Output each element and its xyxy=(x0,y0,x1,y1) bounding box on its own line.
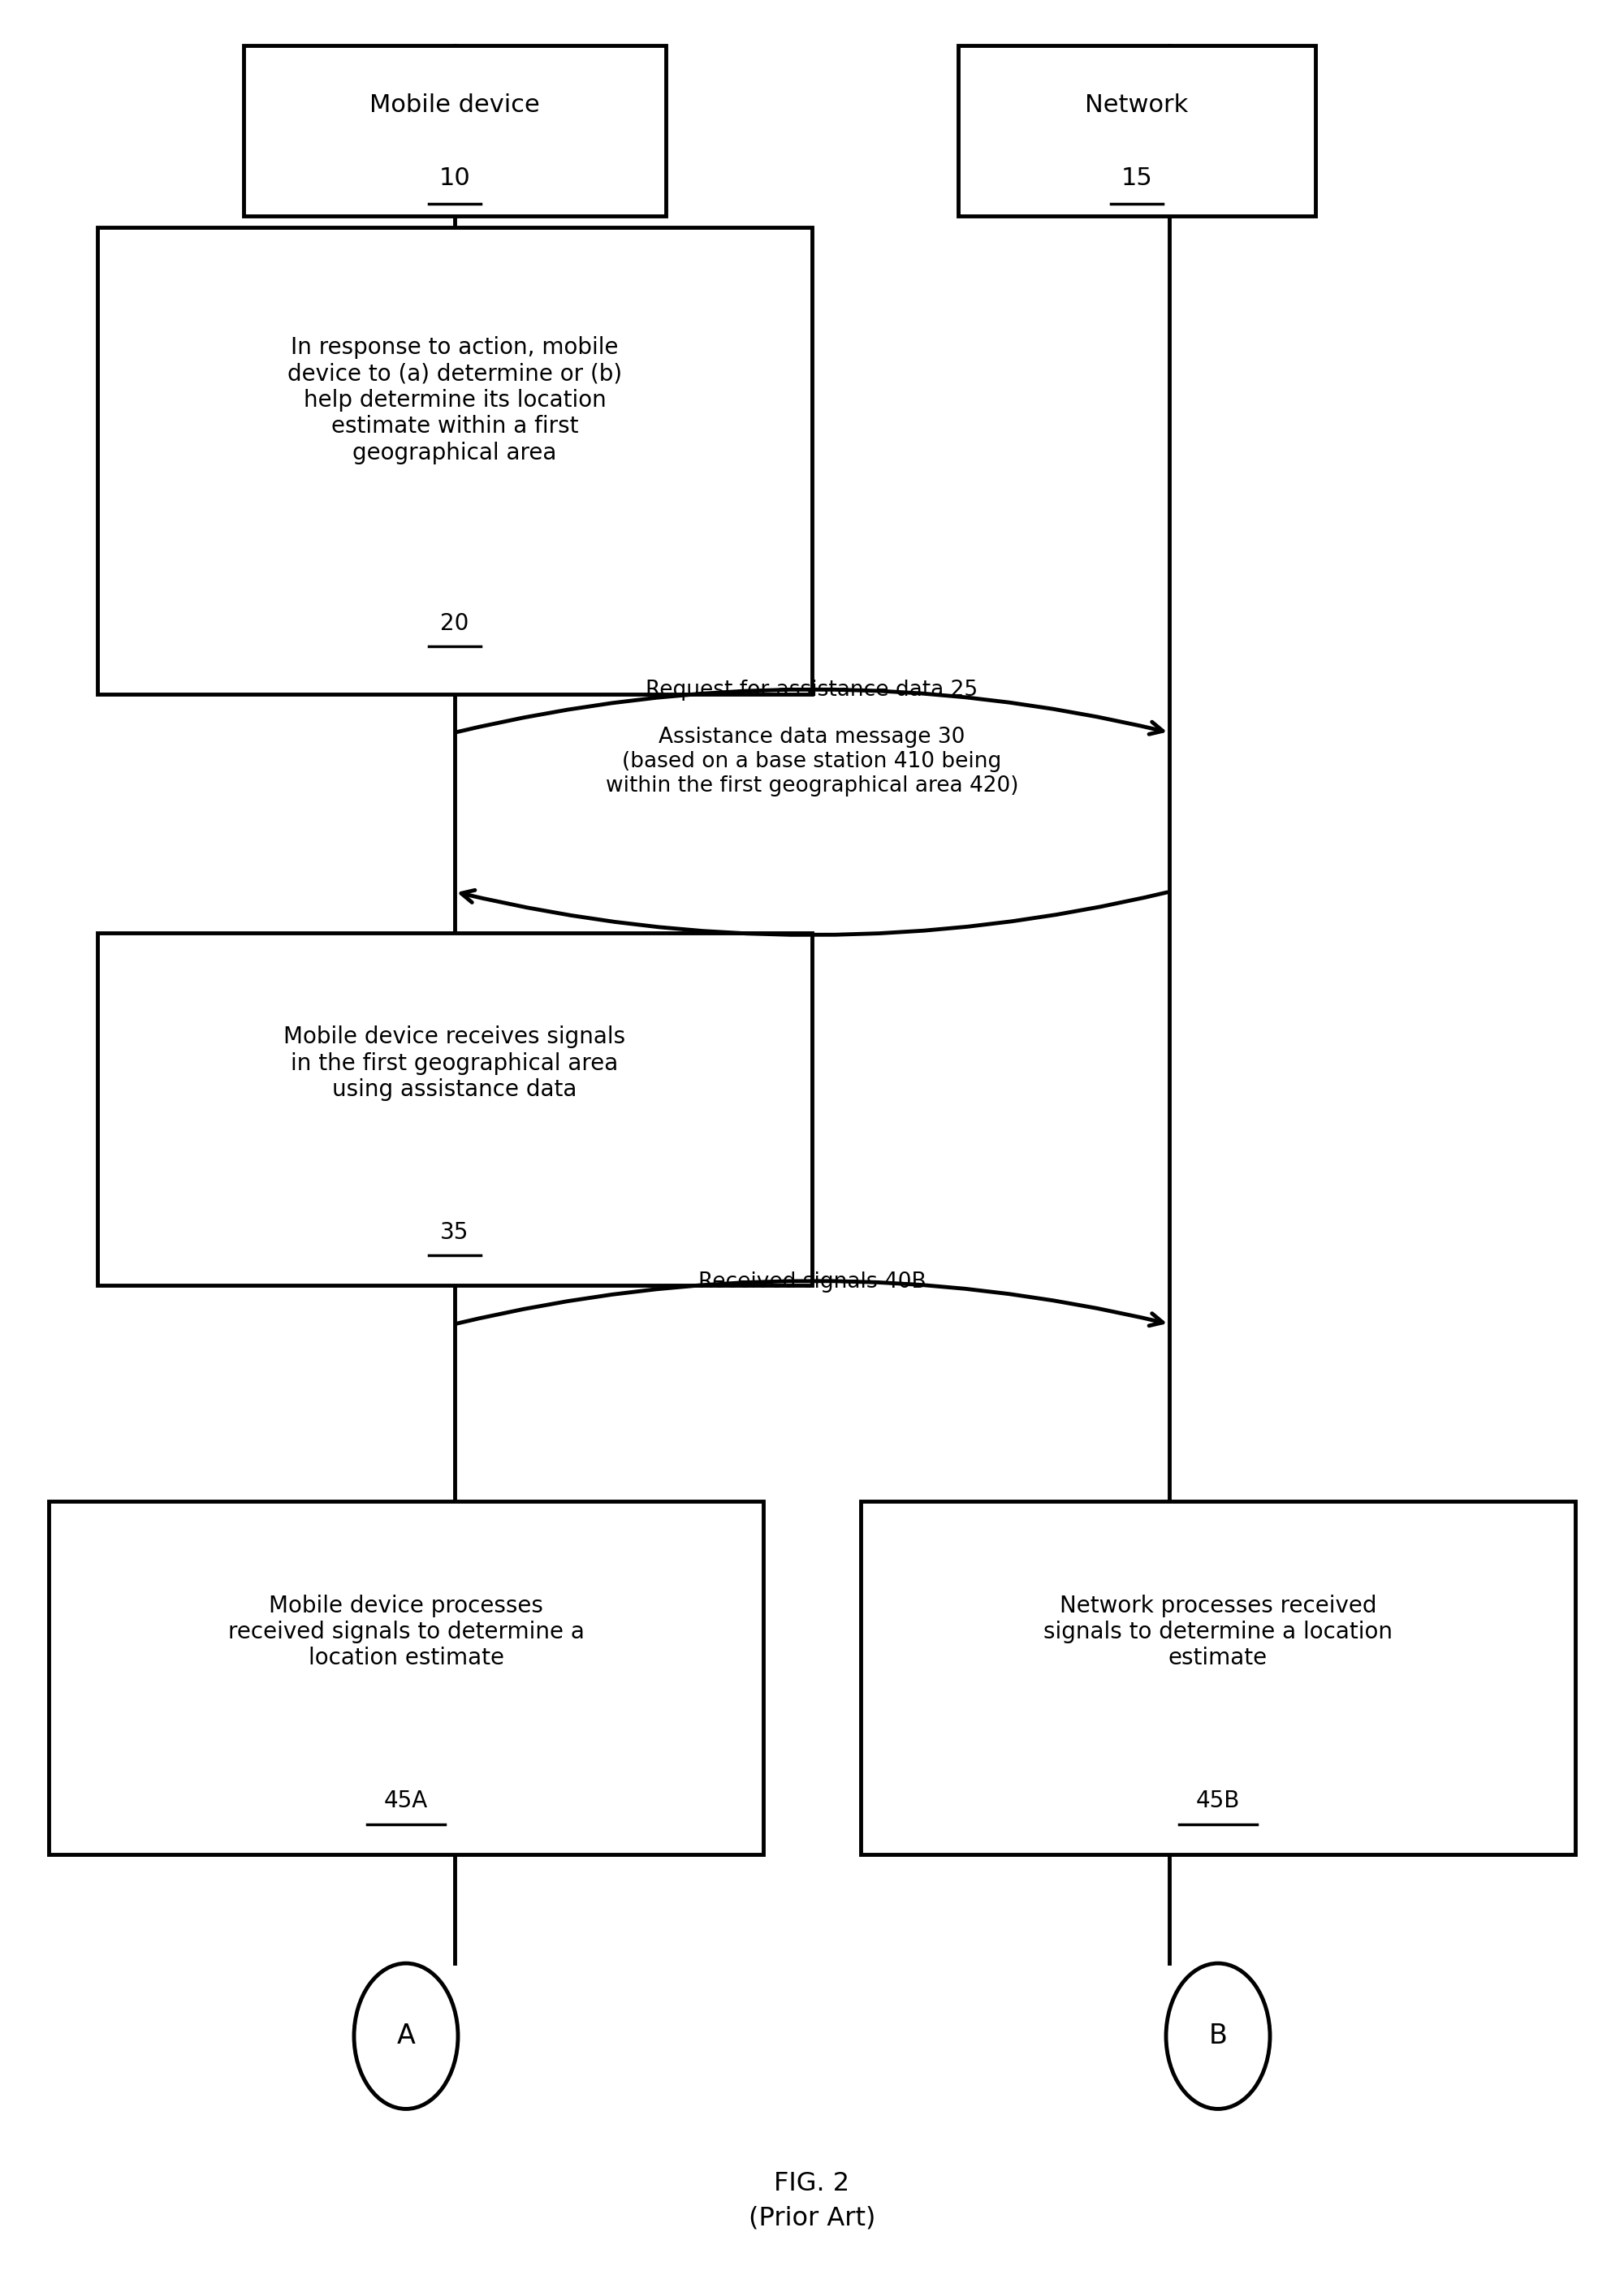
Text: A: A xyxy=(396,2022,416,2050)
Text: Mobile device processes
received signals to determine a
location estimate: Mobile device processes received signals… xyxy=(227,1595,585,1670)
Circle shape xyxy=(1166,1963,1270,2109)
Circle shape xyxy=(354,1963,458,2109)
Text: 35: 35 xyxy=(440,1222,469,1244)
Text: Assistance data message 30
(based on a base station 410 being
within the first g: Assistance data message 30 (based on a b… xyxy=(606,726,1018,796)
Text: Received signals 40B: Received signals 40B xyxy=(698,1272,926,1292)
Text: Mobile device receives signals
in the first geographical area
using assistance d: Mobile device receives signals in the fi… xyxy=(284,1026,625,1101)
Text: 10: 10 xyxy=(438,166,471,191)
Text: Mobile device: Mobile device xyxy=(370,93,539,116)
Bar xyxy=(244,46,666,216)
Text: B: B xyxy=(1208,2022,1228,2050)
Text: 45B: 45B xyxy=(1195,1790,1241,1813)
Bar xyxy=(49,1502,763,1854)
Text: (Prior Art): (Prior Art) xyxy=(749,2204,875,2232)
Text: 45A: 45A xyxy=(383,1790,429,1813)
Text: Network: Network xyxy=(1085,93,1189,116)
Text: Request for assistance data 25: Request for assistance data 25 xyxy=(646,680,978,701)
Bar xyxy=(97,228,812,694)
Text: 20: 20 xyxy=(440,612,469,635)
Text: Network processes received
signals to determine a location
estimate: Network processes received signals to de… xyxy=(1043,1595,1393,1670)
Text: In response to action, mobile
device to (a) determine or (b)
help determine its : In response to action, mobile device to … xyxy=(287,337,622,464)
Bar xyxy=(958,46,1315,216)
Text: 15: 15 xyxy=(1121,166,1153,191)
Bar xyxy=(97,933,812,1285)
Text: FIG. 2: FIG. 2 xyxy=(775,2170,849,2198)
Bar xyxy=(861,1502,1575,1854)
